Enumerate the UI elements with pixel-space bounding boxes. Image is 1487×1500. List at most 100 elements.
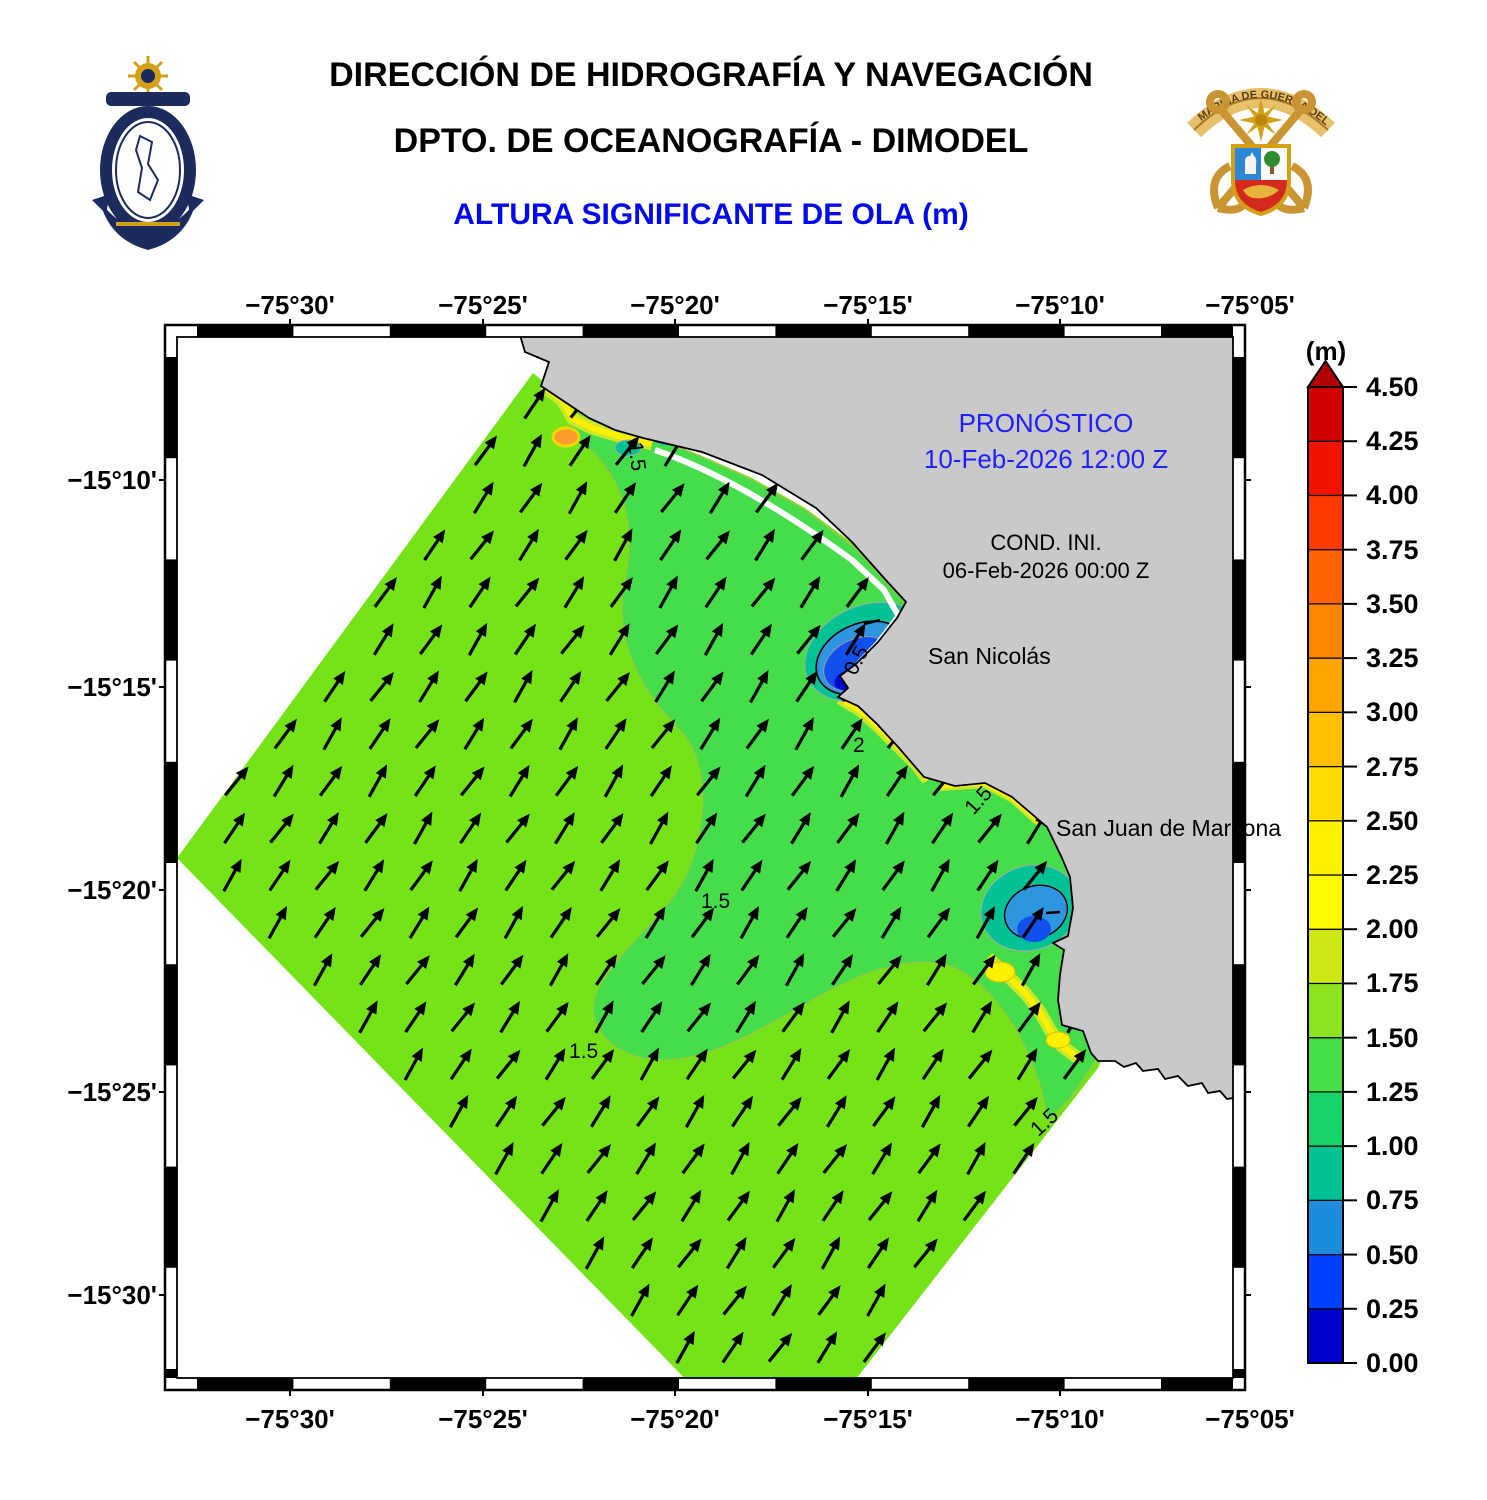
wave-direction-arrow: [872, 1096, 896, 1128]
wave-direction-arrow: [839, 764, 860, 798]
wave-direction-arrow: [413, 811, 433, 845]
wave-direction-arrow: [1022, 860, 1048, 891]
wave-direction-arrow: [453, 953, 475, 987]
wave-direction-arrow: [405, 955, 430, 986]
lon-tick-label-top: −75°20': [630, 290, 720, 320]
wave-direction-arrow: [967, 1049, 993, 1080]
wave-direction-arrow: [454, 907, 479, 939]
lon-tick-label-top: −75°15': [823, 290, 913, 320]
wave-direction-arrow: [866, 1283, 886, 1317]
wave-direction-arrow: [781, 1001, 805, 1033]
wave-direction-arrow: [560, 624, 585, 655]
lon-tick-label-top: −75°10': [1015, 290, 1105, 320]
colorbar-tick-label: 1.00: [1366, 1131, 1419, 1162]
page-title-line2: DPTO. DE OCEANOGRAFÍA - DIMODEL: [393, 122, 1029, 160]
wave-direction-arrow: [660, 483, 685, 514]
wave-direction-arrow: [414, 719, 440, 750]
wave-direction-arrow: [367, 764, 388, 798]
wave-direction-arrow: [613, 482, 636, 514]
wave-direction-arrow: [630, 1237, 653, 1269]
wave-direction-arrow: [822, 1144, 848, 1174]
wave-direction-arrow: [845, 577, 869, 608]
wave-direction-arrow: [875, 1047, 895, 1081]
wave-direction-arrow: [799, 576, 821, 609]
frame-band-segment: [1233, 964, 1245, 1066]
colorbar-segment: [1307, 820, 1344, 876]
colorbar-segment: [1307, 386, 1344, 442]
wave-direction-arrow: [749, 623, 772, 656]
frame-band-segment: [775, 325, 872, 337]
wave-direction-arrow: [930, 858, 950, 892]
wave-direction-arrow: [359, 908, 385, 938]
wave-direction-arrow: [1017, 1001, 1041, 1033]
wave-direction-arrow: [563, 576, 585, 609]
wave-direction-arrow: [636, 1096, 660, 1128]
wave-band-1_25-1_50: [558, 419, 1101, 1124]
wave-direction-arrow: [595, 908, 621, 938]
colorbar-tick-label: 1.25: [1366, 1076, 1419, 1107]
wave-direction-arrow: [605, 672, 630, 702]
wave-direction-arrow: [771, 1284, 792, 1317]
wave-direction-arrow: [359, 954, 382, 986]
wave-direction-arrow: [686, 1002, 712, 1033]
wave-direction-arrow: [971, 1000, 992, 1034]
place-label-san-juan-de-marcona: San Juan de Marcona: [1056, 815, 1282, 841]
wave-direction-arrow: [694, 858, 714, 892]
wave-direction-arrow: [916, 1189, 938, 1223]
wave-direction-arrow: [459, 766, 485, 797]
frame-band-segment: [1233, 559, 1245, 661]
wave-direction-arrow: [499, 1000, 520, 1034]
wave-direction-arrow: [590, 1049, 615, 1080]
frame-inner: [176, 336, 1234, 1379]
wave-direction-arrow: [866, 1237, 889, 1269]
wave-direction-arrow: [313, 906, 336, 939]
wave-direction-arrow: [504, 859, 527, 892]
wave-direction-arrow: [917, 1143, 941, 1175]
wave-direction-arrow: [649, 765, 672, 797]
wave-direction-arrow: [463, 717, 485, 751]
page-title-line1: DIRECCIÓN DE HIDROGRAFÍA Y NAVEGACIÓN: [329, 56, 1093, 94]
lat-tick-label: −15°25': [67, 1077, 157, 1107]
quina-tree-motif: [1264, 151, 1280, 167]
frame-band-segment: [197, 1378, 294, 1390]
wave-direction-arrow: [594, 1000, 614, 1034]
wave-direction-arrow: [272, 764, 294, 798]
wave-direction-arrow: [318, 812, 339, 845]
wave-direction-arrow: [559, 670, 582, 703]
wave-direction-arrow: [586, 1144, 612, 1174]
wave-direction-arrow: [268, 859, 291, 892]
wave-direction-arrow: [790, 765, 815, 797]
wave-direction-arrow: [977, 813, 1002, 844]
wave-direction-arrow: [681, 1143, 705, 1175]
place-label-san-nicolas: San Nicolás: [928, 643, 1051, 669]
wave-direction-arrow: [654, 670, 675, 703]
colorbar-tick-label: 4.25: [1366, 426, 1419, 457]
wave-direction-arrow: [518, 482, 543, 514]
contour-label-2: 2: [853, 734, 865, 757]
frame-band-segment: [968, 1378, 1065, 1390]
wave-direction-arrow: [641, 955, 666, 986]
wave-direction-arrow: [926, 907, 951, 939]
wave-direction-arrow: [836, 813, 860, 844]
wave-direction-arrow: [363, 859, 385, 892]
colorbar-segment: [1307, 1037, 1344, 1093]
colorbar-tick-label: 2.25: [1366, 860, 1419, 890]
wave-direction-arrow: [659, 529, 682, 561]
wave-direction-arrow: [1021, 906, 1044, 939]
colorbar-segment: [1307, 982, 1344, 1039]
wave-direction-arrow: [608, 623, 630, 656]
frame-outer: [163, 323, 1247, 1392]
colorbar-tick-label: 0.00: [1366, 1348, 1419, 1378]
wave-direction-arrow: [966, 1142, 986, 1176]
wave-direction-arrow: [726, 1190, 750, 1222]
wave-direction-arrow: [448, 1094, 469, 1128]
wave-direction-arrow: [514, 577, 540, 608]
wave-direction-arrow: [722, 1285, 747, 1316]
wave-direction-arrow: [885, 765, 908, 797]
wave-direction-arrow: [450, 1002, 476, 1033]
frame-band-segment: [1233, 357, 1245, 459]
wave-direction-arrow: [925, 953, 947, 987]
colorbar-tick-label: 4.00: [1366, 480, 1419, 511]
wave-direction-arrow: [675, 1330, 695, 1364]
wave-direction-arrow: [322, 717, 342, 751]
